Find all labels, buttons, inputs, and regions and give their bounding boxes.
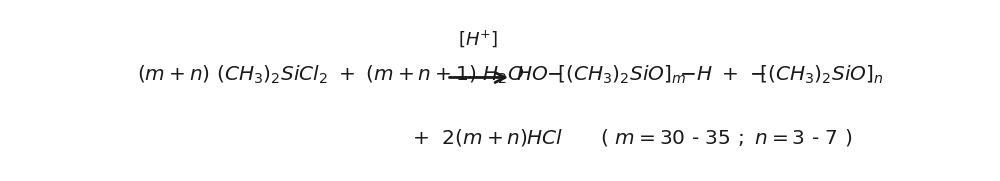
Text: $(m+n)\ (CH_3)_2SiCl_2\ +\ (m+n+1)\ H_2O$: $(m+n)\ (CH_3)_2SiCl_2\ +\ (m+n+1)\ H_2O… [137,64,524,86]
Text: $HO\mathsf{-}\!\!\left[(CH_3)_2SiO\right]_m\!\!\mathsf{-}H\ +\ \mathsf{-}\!\!\le: $HO\mathsf{-}\!\!\left[(CH_3)_2SiO\right… [516,64,884,86]
Text: $\left[H^{+}\right]$: $\left[H^{+}\right]$ [458,28,499,49]
Text: $+\ \ 2(m+n)HCl\qquad(\ m = 30\ \text{-}\ 35\ ;\ n = 3\ \text{-}\ 7\ )$: $+\ \ 2(m+n)HCl\qquad(\ m = 30\ \text{-}… [412,127,852,148]
